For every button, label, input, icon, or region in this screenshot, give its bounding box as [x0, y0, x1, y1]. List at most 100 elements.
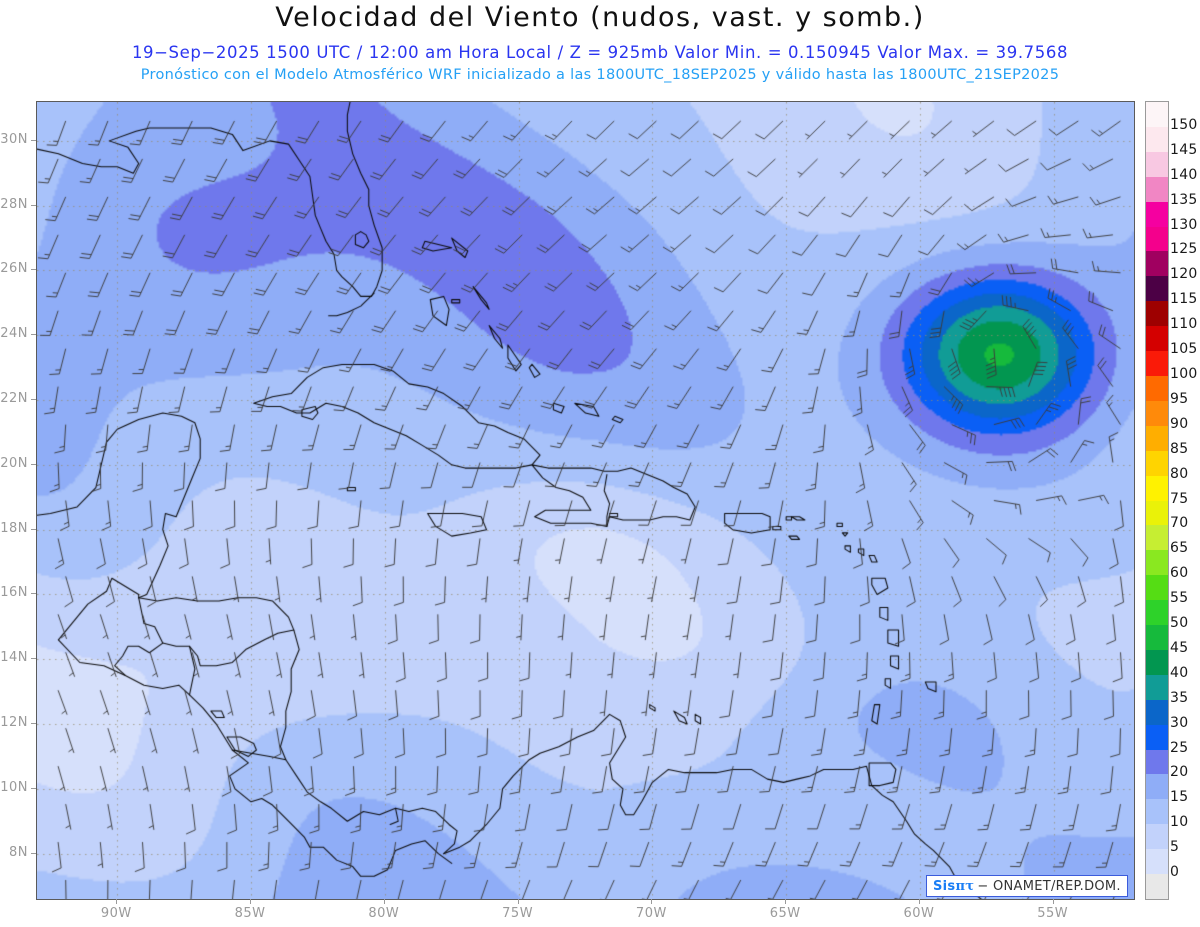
colorbar-swatch — [1146, 351, 1168, 376]
y-axis-tick-label: 20N — [0, 455, 28, 471]
colorbar-tick-label: 25 — [1170, 739, 1189, 756]
colorbar-tick-label: 115 — [1170, 291, 1198, 308]
map-panel[interactable] — [36, 101, 1135, 900]
x-axis-tick-label: 60W — [903, 906, 935, 921]
colorbar-tick-label: 145 — [1170, 141, 1198, 158]
colorbar-swatch — [1146, 326, 1168, 352]
x-axis-tick-label: 55W — [1037, 906, 1069, 921]
y-axis-tick-label: 18N — [0, 520, 28, 536]
colorbar-tick-label: 30 — [1170, 714, 1189, 731]
colorbar-swatch — [1146, 550, 1168, 576]
colorbar-swatch — [1146, 525, 1168, 551]
x-axis-tick-mark — [383, 899, 385, 904]
colorbar-swatch — [1146, 774, 1168, 800]
colorbar-tick-label: 40 — [1170, 664, 1189, 681]
colorbar — [1145, 101, 1169, 900]
y-axis-tick-mark — [31, 528, 36, 530]
colorbar-tick-label: 125 — [1170, 241, 1198, 258]
colorbar-swatch — [1146, 276, 1168, 302]
y-axis-tick-label: 12N — [0, 715, 28, 731]
colorbar-tick-label: 15 — [1170, 789, 1189, 806]
y-axis-tick-mark — [31, 334, 36, 336]
y-axis-tick-mark — [31, 269, 36, 271]
x-axis-tick-label: 90W — [100, 906, 132, 921]
y-axis-tick-label: 28N — [0, 196, 28, 212]
y-axis-tick-mark — [31, 399, 36, 401]
colorbar-swatch — [1146, 425, 1168, 451]
colorbar-swatch — [1146, 824, 1168, 850]
colorbar-swatch — [1146, 749, 1168, 775]
colorbar-tick-label: 120 — [1170, 266, 1198, 283]
colorbar-tick-label: 65 — [1170, 540, 1189, 557]
colorbar-tick-label: 5 — [1170, 839, 1180, 856]
colorbar-swatch — [1146, 251, 1168, 277]
colorbar-swatch — [1146, 674, 1168, 700]
colorbar-tick-label: 10 — [1170, 814, 1189, 831]
colorbar-tick-label: 35 — [1170, 689, 1189, 706]
y-axis-tick-label: 24N — [0, 326, 28, 342]
colorbar-swatch — [1146, 201, 1168, 227]
colorbar-tick-label: 135 — [1170, 191, 1198, 208]
colorbar-tick-label: 95 — [1170, 390, 1189, 407]
colorbar-swatch — [1146, 699, 1168, 725]
colorbar-swatch — [1146, 600, 1168, 626]
colorbar-swatch — [1146, 575, 1168, 601]
logo-pi-icon: πτ — [955, 878, 975, 894]
y-axis-tick-mark — [31, 658, 36, 660]
colorbar-tick-label: 90 — [1170, 415, 1189, 432]
x-axis-tick-mark — [785, 899, 787, 904]
colorbar-swatch — [1146, 500, 1168, 526]
logo-badge: Sis πτ − ONAMET/REP.DOM. — [926, 875, 1128, 897]
colorbar-swatch — [1146, 102, 1168, 127]
colorbar-swatch — [1146, 400, 1168, 426]
colorbar-tick-label: 85 — [1170, 440, 1189, 457]
logo-sis-text: Sis — [933, 878, 956, 894]
colorbar-swatch — [1146, 475, 1168, 501]
wind-speed-map[interactable] — [37, 102, 1134, 899]
colorbar-swatch — [1146, 649, 1168, 675]
y-axis-tick-label: 22N — [0, 391, 28, 407]
colorbar-swatch — [1146, 450, 1168, 476]
x-axis-tick-label: 65W — [769, 906, 801, 921]
y-axis-tick-mark — [31, 139, 36, 141]
y-axis-tick-label: 10N — [0, 779, 28, 795]
y-axis-tick-mark — [31, 593, 36, 595]
x-axis-tick-label: 75W — [502, 906, 534, 921]
x-axis-tick-label: 70W — [635, 906, 667, 921]
x-axis-tick-mark — [918, 899, 920, 904]
page-title: Velocidad del Viento (nudos, vast. y som… — [275, 2, 925, 33]
y-axis-tick-label: 14N — [0, 650, 28, 666]
logo-org-text: − ONAMET/REP.DOM. — [977, 878, 1121, 894]
x-axis-tick-label: 85W — [234, 906, 266, 921]
colorbar-swatch — [1146, 375, 1168, 401]
colorbar-swatch — [1146, 724, 1168, 750]
y-axis-tick-mark — [31, 852, 36, 854]
x-axis-tick-label: 80W — [368, 906, 400, 921]
colorbar-tick-label: 0 — [1170, 864, 1180, 881]
x-axis-tick-mark — [651, 899, 653, 904]
y-axis-tick-label: 26N — [0, 261, 28, 277]
colorbar-swatch — [1146, 625, 1168, 650]
colorbar-tick-label: 150 — [1170, 116, 1198, 133]
x-axis-tick-mark — [250, 899, 252, 904]
y-axis-tick-mark — [31, 787, 36, 789]
header: Velocidad del Viento (nudos, vast. y som… — [0, 0, 1200, 92]
y-axis-tick-mark — [31, 204, 36, 206]
x-axis-tick-mark — [116, 899, 118, 904]
y-axis-tick-label: 16N — [0, 585, 28, 601]
colorbar-tick-label: 50 — [1170, 615, 1189, 632]
colorbar-swatch — [1146, 176, 1168, 202]
x-axis-tick-mark — [1052, 899, 1054, 904]
subtitle-run-info: 19−Sep−2025 1500 UTC / 12:00 am Hora Loc… — [131, 43, 1069, 62]
colorbar-swatch — [1146, 799, 1168, 825]
colorbar-tick-label: 20 — [1170, 764, 1189, 781]
colorbar-tick-label: 100 — [1170, 365, 1198, 382]
y-axis-tick-label: 30N — [0, 131, 28, 147]
subtitle-model-info: Pronóstico con el Modelo Atmosférico WRF… — [140, 67, 1060, 83]
colorbar-tick-label: 75 — [1170, 490, 1189, 507]
colorbar-tick-label: 45 — [1170, 639, 1189, 656]
colorbar-tick-label: 105 — [1170, 341, 1198, 358]
colorbar-tick-label: 70 — [1170, 515, 1189, 532]
colorbar-tick-label: 55 — [1170, 590, 1189, 607]
colorbar-tick-label: 80 — [1170, 465, 1189, 482]
